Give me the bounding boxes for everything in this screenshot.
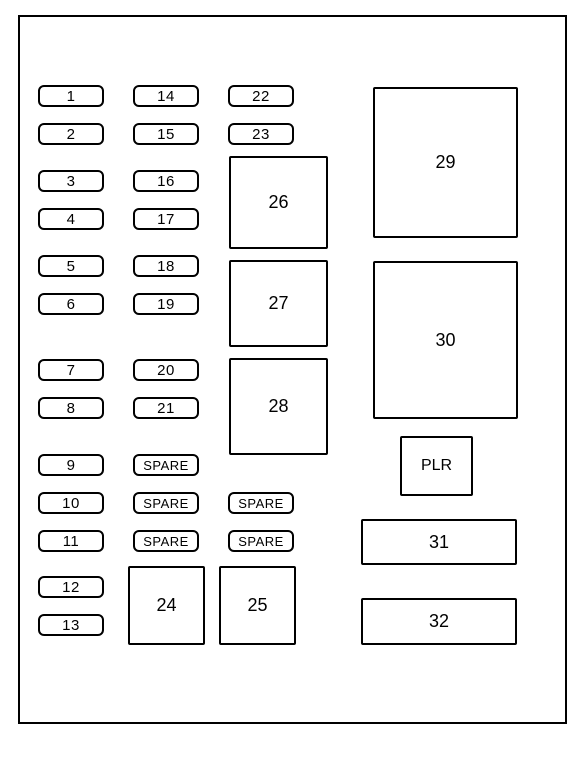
fuse-f13: 13 — [38, 614, 104, 636]
relay-r25: 25 — [219, 566, 296, 645]
fuse-f15: 15 — [133, 123, 199, 145]
fuse-f8: 8 — [38, 397, 104, 419]
fuse-f4: 4 — [38, 208, 104, 230]
fuse-f12: 12 — [38, 576, 104, 598]
relay-r32: 32 — [361, 598, 517, 645]
relay-r24: 24 — [128, 566, 205, 645]
fuse-f23: 23 — [228, 123, 294, 145]
fuse-f20: 20 — [133, 359, 199, 381]
fuse-f11: 11 — [38, 530, 104, 552]
fuse-f2: 2 — [38, 123, 104, 145]
fuse-f6: 6 — [38, 293, 104, 315]
fuse-sp2: SPARE — [133, 492, 199, 514]
relay-r28: 28 — [229, 358, 328, 455]
fuse-f10: 10 — [38, 492, 104, 514]
fuse-sp1: SPARE — [133, 454, 199, 476]
fuse-f21: 21 — [133, 397, 199, 419]
fuse-f14: 14 — [133, 85, 199, 107]
fuse-f3: 3 — [38, 170, 104, 192]
fuse-f9: 9 — [38, 454, 104, 476]
relay-r26: 26 — [229, 156, 328, 249]
fuse-sp4: SPARE — [228, 492, 294, 514]
fuse-f17: 17 — [133, 208, 199, 230]
fuse-f5: 5 — [38, 255, 104, 277]
fuse-sp3: SPARE — [133, 530, 199, 552]
fuse-f18: 18 — [133, 255, 199, 277]
fuse-f7: 7 — [38, 359, 104, 381]
fuse-f22: 22 — [228, 85, 294, 107]
fuse-f1: 1 — [38, 85, 104, 107]
page: 123456789101112131415161718192021SPARESP… — [0, 0, 582, 757]
fuse-f16: 16 — [133, 170, 199, 192]
relay-r29: 29 — [373, 87, 518, 238]
relay-r30: 30 — [373, 261, 518, 419]
relay-r27: 27 — [229, 260, 328, 347]
relay-plr: PLR — [400, 436, 473, 496]
fuse-sp5: SPARE — [228, 530, 294, 552]
relay-r31: 31 — [361, 519, 517, 565]
fuse-f19: 19 — [133, 293, 199, 315]
